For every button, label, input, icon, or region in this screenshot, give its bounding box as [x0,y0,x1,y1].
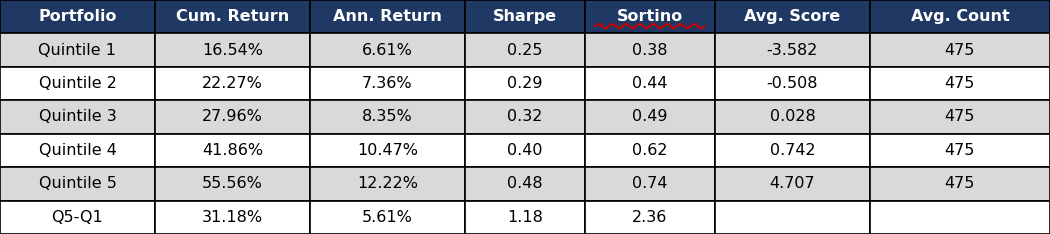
Bar [715,134,869,167]
Bar [869,33,1050,67]
Text: 10.47%: 10.47% [357,143,418,158]
Bar [585,201,715,234]
Bar [155,134,310,167]
Bar [585,0,715,33]
Bar [0,33,155,67]
Text: 0.48: 0.48 [507,176,543,191]
Bar [155,100,310,134]
Text: 55.56%: 55.56% [202,176,262,191]
Bar [869,167,1050,201]
Bar [310,100,465,134]
Bar [715,0,869,33]
Bar [465,134,585,167]
Text: 8.35%: 8.35% [362,110,413,124]
Bar [465,100,585,134]
Text: Ann. Return: Ann. Return [333,9,442,24]
Text: 0.742: 0.742 [770,143,815,158]
Text: 41.86%: 41.86% [202,143,264,158]
Text: 1.18: 1.18 [507,210,543,225]
Text: 31.18%: 31.18% [202,210,264,225]
Bar [465,167,585,201]
Text: -0.508: -0.508 [766,76,818,91]
Text: Cum. Return: Cum. Return [175,9,289,24]
Text: 0.028: 0.028 [770,110,815,124]
Bar [869,0,1050,33]
Text: Quintile 5: Quintile 5 [39,176,117,191]
Bar [869,67,1050,100]
Text: Sharpe: Sharpe [492,9,556,24]
Text: Quintile 1: Quintile 1 [39,43,117,58]
Text: Quintile 4: Quintile 4 [39,143,117,158]
Bar [715,67,869,100]
Bar [310,0,465,33]
Bar [585,167,715,201]
Bar [465,33,585,67]
Text: Portfolio: Portfolio [38,9,117,24]
Bar [155,0,310,33]
Text: 5.61%: 5.61% [362,210,413,225]
Text: 4.707: 4.707 [770,176,815,191]
Text: 475: 475 [945,176,975,191]
Bar [585,33,715,67]
Bar [585,100,715,134]
Bar [465,0,585,33]
Bar [310,201,465,234]
Text: 475: 475 [945,76,975,91]
Bar [155,67,310,100]
Text: Avg. Score: Avg. Score [744,9,841,24]
Bar [155,167,310,201]
Text: Avg. Count: Avg. Count [910,9,1009,24]
Bar [715,201,869,234]
Bar [155,33,310,67]
Bar [465,67,585,100]
Bar [310,67,465,100]
Text: 2.36: 2.36 [632,210,668,225]
Text: 475: 475 [945,143,975,158]
Bar [0,201,155,234]
Bar [715,33,869,67]
Text: 0.44: 0.44 [632,76,668,91]
Text: 475: 475 [945,110,975,124]
Bar [465,201,585,234]
Text: 12.22%: 12.22% [357,176,418,191]
Text: 0.32: 0.32 [507,110,543,124]
Text: 475: 475 [945,43,975,58]
Text: 6.61%: 6.61% [362,43,413,58]
Bar [715,100,869,134]
Bar [0,134,155,167]
Text: Q5-Q1: Q5-Q1 [51,210,103,225]
Bar [715,167,869,201]
Bar [869,201,1050,234]
Text: 0.25: 0.25 [507,43,543,58]
Bar [585,134,715,167]
Text: 0.29: 0.29 [507,76,543,91]
Bar [0,167,155,201]
Bar [0,100,155,134]
Text: 7.36%: 7.36% [362,76,413,91]
Text: 0.74: 0.74 [632,176,668,191]
Bar [869,100,1050,134]
Text: 27.96%: 27.96% [202,110,262,124]
Bar [0,67,155,100]
Bar [0,0,155,33]
Text: Quintile 2: Quintile 2 [39,76,117,91]
Text: 0.38: 0.38 [632,43,668,58]
Text: Sortino: Sortino [616,9,684,24]
Bar [310,33,465,67]
Text: 0.49: 0.49 [632,110,668,124]
Bar [869,134,1050,167]
Bar [310,134,465,167]
Text: 16.54%: 16.54% [202,43,262,58]
Bar [585,67,715,100]
Bar [155,201,310,234]
Text: 22.27%: 22.27% [202,76,262,91]
Bar [310,167,465,201]
Text: Quintile 3: Quintile 3 [39,110,117,124]
Text: -3.582: -3.582 [766,43,818,58]
Text: 0.62: 0.62 [632,143,668,158]
Text: 0.40: 0.40 [507,143,543,158]
